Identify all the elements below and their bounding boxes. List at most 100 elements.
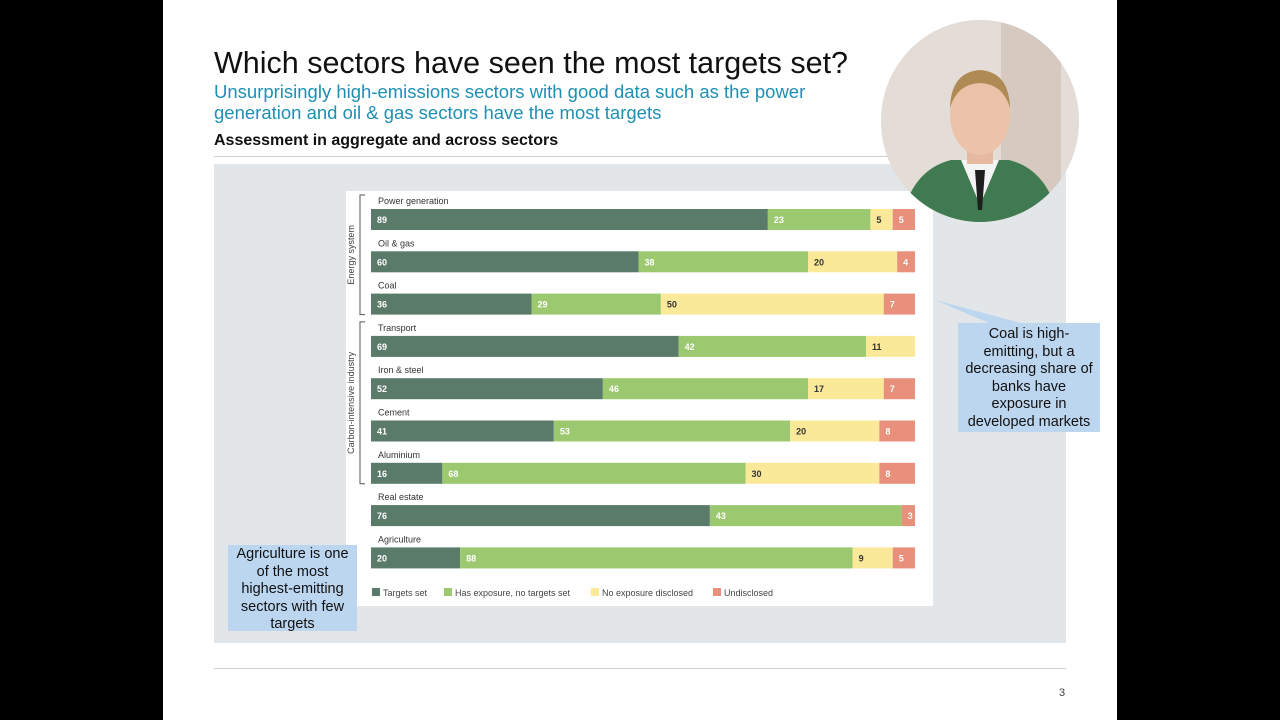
bar-no-exposure-disclosed-power-generation	[870, 209, 893, 230]
data-label-targets-set-iron-and-steel: 52	[377, 384, 387, 394]
data-label-undisclosed-coal: 7	[890, 300, 895, 310]
data-label-has-exposure-no-targets-set-aluminium: 68	[448, 469, 458, 479]
group-label-energy-system: Energy system	[346, 225, 356, 285]
bar-targets-set-iron-and-steel	[371, 378, 603, 400]
bar-no-exposure-disclosed-cement	[790, 420, 880, 442]
bar-undisclosed-real-estate	[901, 505, 915, 527]
page-number: 3	[1059, 687, 1066, 699]
callout-pointer	[935, 300, 1021, 323]
category-label-coal: Coal	[378, 281, 397, 291]
data-label-has-exposure-no-targets-set-cement: 53	[560, 427, 570, 437]
data-label-targets-set-agriculture: 20	[377, 553, 387, 563]
category-label-agriculture: Agriculture	[378, 534, 421, 544]
data-label-no-exposure-disclosed-iron-and-steel: 17	[814, 384, 824, 394]
presenter-tie	[975, 170, 985, 210]
bar-undisclosed-coal	[883, 293, 915, 315]
data-label-undisclosed-iron-and-steel: 7	[890, 384, 895, 394]
coal-callout: Coal is high-emitting, but a decreasing …	[958, 323, 1100, 432]
bar-targets-set-power-generation	[371, 209, 768, 230]
slide-title: Which sectors have seen the most targets…	[214, 46, 849, 80]
bar-targets-set-coal	[371, 293, 532, 315]
data-label-undisclosed-cement: 8	[885, 427, 890, 437]
legend-label-targets-set: Targets set	[383, 588, 428, 598]
data-label-targets-set-power-generation: 89	[377, 215, 387, 225]
presenter-face	[950, 75, 1010, 155]
data-label-no-exposure-disclosed-cement: 20	[796, 427, 806, 437]
bar-targets-set-aluminium	[371, 462, 443, 484]
data-label-has-exposure-no-targets-set-coal: 29	[538, 300, 548, 310]
bar-undisclosed-cement	[879, 420, 915, 442]
legend-swatch-targets-set	[372, 588, 380, 596]
data-label-has-exposure-no-targets-set-agriculture: 88	[466, 553, 476, 563]
bar-no-exposure-disclosed-agriculture	[852, 547, 893, 569]
bar-has-exposure-no-targets-set-power-generation	[767, 209, 871, 230]
category-label-aluminium: Aluminium	[378, 450, 420, 460]
data-label-targets-set-aluminium: 16	[377, 469, 387, 479]
data-label-no-exposure-disclosed-power-generation: 5	[876, 215, 881, 225]
data-label-undisclosed-real-estate: 3	[908, 511, 913, 521]
bar-has-exposure-no-targets-set-real-estate	[709, 505, 902, 527]
bar-targets-set-agriculture	[371, 547, 461, 569]
bar-targets-set-cement	[371, 420, 554, 442]
data-label-undisclosed-oil-and-gas: 4	[903, 257, 908, 267]
data-label-no-exposure-disclosed-transport: 11	[872, 342, 882, 352]
legend-swatch-no-exposure-disclosed	[591, 588, 599, 596]
bar-undisclosed-agriculture	[892, 547, 915, 569]
bar-undisclosed-oil-and-gas	[897, 251, 915, 273]
bar-targets-set-real-estate	[371, 505, 710, 527]
bar-targets-set-oil-and-gas	[371, 251, 639, 273]
legend-label-no-exposure-disclosed: No exposure disclosed	[602, 588, 693, 598]
slide: Which sectors have seen the most targets…	[163, 0, 1117, 720]
data-label-no-exposure-disclosed-agriculture: 9	[859, 553, 864, 563]
category-label-oil-and-gas: Oil & gas	[378, 238, 415, 248]
group-label-carbon-intensive-industry: Carbon-intensive industry	[346, 351, 356, 454]
bar-has-exposure-no-targets-set-iron-and-steel	[602, 378, 808, 400]
data-label-targets-set-oil-and-gas: 60	[377, 257, 387, 267]
coal-callout-pointer	[935, 300, 1021, 323]
legend-label-undisclosed: Undisclosed	[724, 588, 773, 598]
bar-has-exposure-no-targets-set-oil-and-gas	[638, 251, 808, 273]
data-label-targets-set-coal: 36	[377, 300, 387, 310]
bar-has-exposure-no-targets-set-cement	[553, 420, 791, 442]
category-label-real-estate: Real estate	[378, 492, 424, 502]
data-label-undisclosed-agriculture: 5	[899, 553, 904, 563]
category-label-transport: Transport	[378, 323, 417, 333]
bar-no-exposure-disclosed-transport	[865, 335, 915, 357]
top-divider	[214, 156, 1066, 157]
bar-has-exposure-no-targets-set-transport	[678, 335, 866, 357]
data-label-targets-set-real-estate: 76	[377, 511, 387, 521]
group-bracket-energy-system	[359, 194, 365, 316]
slide-subtitle: Unsurprisingly high-emissions sectors wi…	[214, 81, 806, 123]
bar-has-exposure-no-targets-set-aluminium	[442, 462, 746, 484]
bar-no-exposure-disclosed-coal	[660, 293, 884, 315]
data-label-has-exposure-no-targets-set-real-estate: 43	[716, 511, 726, 521]
data-label-has-exposure-no-targets-set-transport: 42	[685, 342, 695, 352]
data-label-no-exposure-disclosed-coal: 50	[667, 300, 677, 310]
bar-has-exposure-no-targets-set-coal	[531, 293, 661, 315]
data-label-undisclosed-power-generation: 5	[899, 215, 904, 225]
data-label-has-exposure-no-targets-set-iron-and-steel: 46	[609, 384, 619, 394]
data-label-no-exposure-disclosed-aluminium: 30	[752, 469, 762, 479]
bottom-divider	[214, 668, 1066, 669]
agriculture-callout: Agriculture is one of the most highest-e…	[228, 545, 357, 632]
data-label-targets-set-cement: 41	[377, 427, 387, 437]
bar-no-exposure-disclosed-iron-and-steel	[807, 378, 884, 400]
data-label-undisclosed-aluminium: 8	[885, 469, 890, 479]
bar-has-exposure-no-targets-set-agriculture	[460, 547, 853, 569]
legend-swatch-has-exposure-no-targets-set	[444, 588, 452, 596]
legend-swatch-undisclosed	[713, 588, 721, 596]
presenter-webcam	[881, 20, 1079, 222]
bar-undisclosed-aluminium	[879, 462, 915, 484]
data-label-has-exposure-no-targets-set-power-generation: 23	[774, 215, 784, 225]
data-label-targets-set-transport: 69	[377, 342, 387, 352]
bar-no-exposure-disclosed-oil-and-gas	[807, 251, 898, 273]
category-label-iron-and-steel: Iron & steel	[378, 365, 424, 375]
category-label-power-generation: Power generation	[378, 196, 449, 206]
section-heading: Assessment in aggregate and across secto…	[214, 132, 559, 149]
bar-no-exposure-disclosed-aluminium	[745, 462, 880, 484]
data-label-has-exposure-no-targets-set-oil-and-gas: 38	[645, 257, 655, 267]
bar-targets-set-transport	[371, 335, 679, 357]
legend-label-has-exposure-no-targets-set: Has exposure, no targets set	[455, 588, 571, 598]
presenter-hair	[950, 70, 1010, 108]
